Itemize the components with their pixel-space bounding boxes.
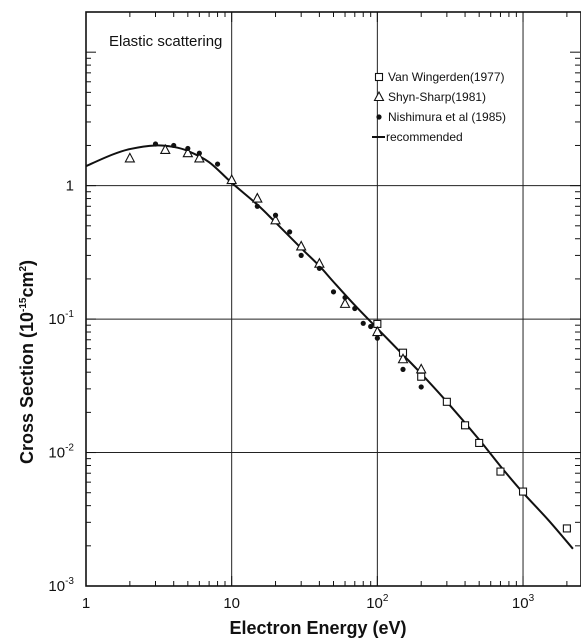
nishimura-point (342, 294, 348, 301)
van-wingerden-point (417, 372, 426, 381)
shyn-sharp-point (371, 325, 383, 337)
legend-marker-square (374, 72, 384, 82)
y-axis-label-unit-exp: 2 (18, 266, 29, 272)
x-axis-label: Electron Energy (eV) (229, 618, 406, 638)
van-wingerden-point (562, 524, 571, 533)
minor-ticks (85, 11, 580, 587)
recommended-curve (85, 144, 574, 550)
y-axis-label-exp: -15 (18, 297, 29, 312)
x-tick-label-exp: 2 (383, 593, 389, 604)
legend-marker-dot (376, 114, 382, 120)
shyn-sharp-point (182, 147, 194, 158)
shyn-sharp-point (397, 353, 409, 364)
y-axis-label-main: Cross Section (10 (17, 312, 37, 464)
recommended-curve-layer (85, 144, 574, 550)
shyn-sharp-point (159, 143, 171, 155)
grid-lines (86, 12, 581, 586)
shyn-sharp-point (226, 173, 238, 185)
nishimura-point (152, 141, 159, 147)
nishimura-point (352, 305, 358, 312)
data-points-layer (124, 141, 571, 533)
chart-annotation: Elastic scattering (109, 33, 222, 50)
legend: Van Wingerden(1977) Shyn-Sharp(1981) Nishi… (372, 70, 506, 144)
nishimura-point (287, 229, 293, 235)
shyn-sharp-point (124, 152, 136, 163)
van-wingerden-point (496, 467, 505, 476)
x-tick-label-base: 10 (366, 595, 383, 612)
y-tick-label: 1 (66, 178, 74, 195)
nishimura-point (400, 366, 406, 372)
plot-frame (85, 11, 581, 587)
shyn-sharp-point (251, 192, 263, 203)
legend-label: Shyn-Sharp(1981) (388, 90, 486, 104)
y-tick-label-base: 10 (48, 578, 65, 595)
y-tick-labels: 10-310-210-11 (48, 178, 74, 595)
nishimura-point (272, 212, 279, 218)
x-tick-labels: 1 10 102 103 (82, 593, 535, 612)
x-tick-label: 102 (366, 593, 389, 612)
legend-label: recommended (386, 130, 463, 144)
shyn-sharp-point (193, 152, 205, 163)
van-wingerden-point (442, 397, 451, 406)
y-tick-label-exp: -1 (65, 309, 74, 320)
shyn-sharp-point (270, 214, 281, 225)
y-tick-label: 10-2 (48, 443, 74, 462)
y-tick-label-base: 1 (66, 178, 74, 195)
van-wingerden-point (518, 487, 528, 496)
nishimura-point (185, 145, 191, 152)
y-axis-label-unit: cm (17, 272, 37, 298)
nishimura-point (330, 289, 337, 295)
y-tick-label-base: 10 (48, 445, 65, 462)
nishimura-point (196, 150, 202, 156)
x-tick-label-base: 1 (82, 595, 90, 612)
nishimura-point (418, 384, 424, 390)
x-tick-label-exp: 3 (529, 593, 535, 604)
legend-marker-triangle (373, 90, 385, 102)
shyn-sharp-point (339, 297, 351, 308)
van-wingerden-point (475, 438, 484, 448)
y-tick-label-exp: -2 (65, 443, 74, 454)
y-tick-label: 10-3 (48, 576, 74, 595)
y-axis-label-close: ) (17, 260, 37, 266)
shyn-sharp-point (295, 240, 307, 251)
y-tick-label-base: 10 (48, 311, 65, 328)
legend-label: Van Wingerden(1977) (388, 70, 505, 84)
van-wingerden-point (461, 421, 470, 430)
nishimura-point (316, 265, 322, 271)
y-tick-label-exp: -3 (65, 576, 74, 587)
x-tick-label: 1 (82, 595, 90, 612)
nishimura-point (374, 335, 380, 341)
nishimura-point (368, 323, 374, 330)
nishimura-point (298, 252, 304, 259)
nishimura-point (254, 203, 260, 209)
y-tick-label: 10-1 (48, 309, 74, 328)
x-tick-label-base: 10 (223, 595, 240, 612)
nishimura-point (214, 161, 221, 167)
x-tick-label: 103 (512, 593, 535, 612)
nishimura-point (171, 142, 177, 149)
nishimura-point (360, 320, 366, 326)
x-tick-label-base: 10 (512, 595, 529, 612)
legend-label: Nishimura et al (1985) (388, 110, 506, 124)
x-tick-label: 10 (223, 595, 240, 612)
y-axis-label: Cross Section (10-15cm2) (17, 260, 37, 464)
shyn-sharp-point (415, 363, 427, 374)
